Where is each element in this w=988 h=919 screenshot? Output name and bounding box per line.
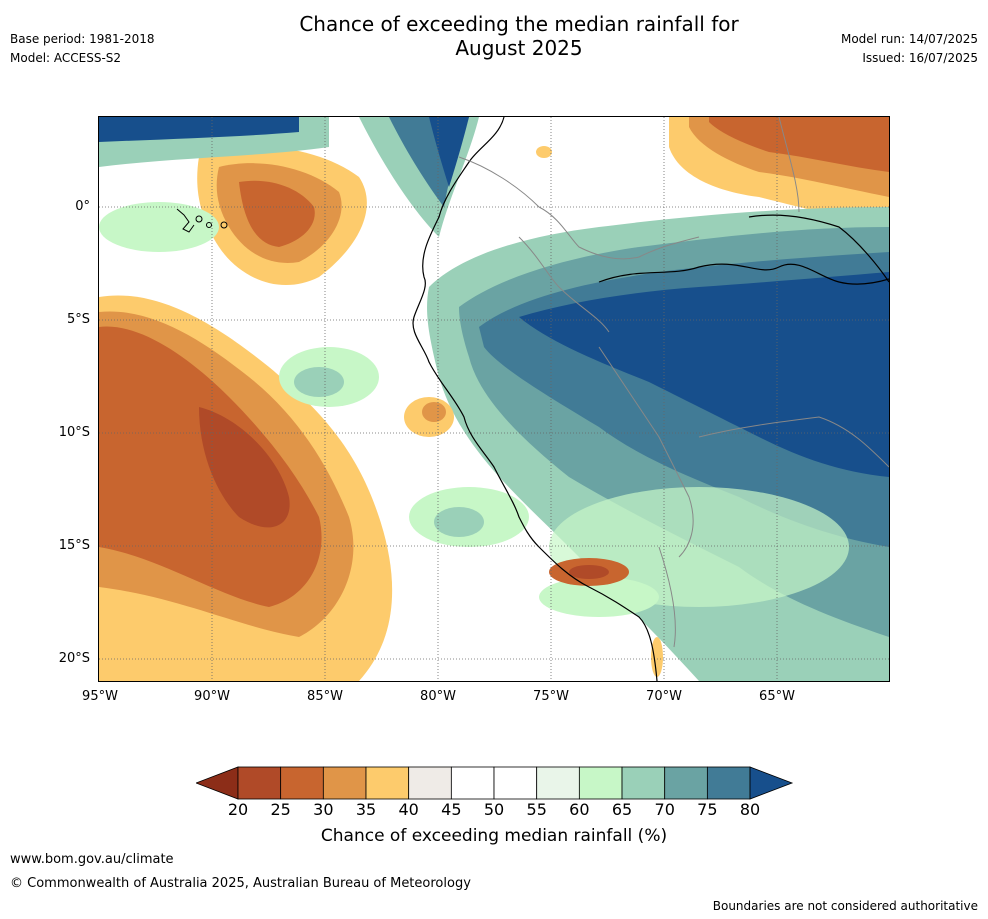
- colorbar-tick-label: 45: [441, 800, 462, 819]
- colorbar-label: Chance of exceeding median rainfall (%): [320, 826, 668, 846]
- colorbar-tick-label: 35: [355, 800, 377, 819]
- meta-right: Model run: 14/07/2025 Issued: 16/07/2025: [841, 30, 978, 68]
- lat-label-0: 0°: [75, 199, 90, 214]
- lon-label-85w: 85°W: [307, 689, 343, 704]
- title-line-1: Chance of exceeding the median rainfall …: [299, 12, 739, 36]
- issued-date: Issued: 16/07/2025: [862, 51, 978, 65]
- title-line-2: August 2025: [455, 36, 583, 60]
- colorbar-tick-label: 20: [227, 800, 249, 819]
- map-title: Chance of exceeding the median rainfall …: [0, 12, 988, 60]
- colorbar-cell: [322, 766, 367, 800]
- galapagos-islands: [176, 208, 228, 233]
- colorbar-cell: [365, 766, 410, 800]
- meta-left: Base period: 1981-2018 Model: ACCESS-S2: [10, 30, 155, 68]
- footer-disclaimer: Boundaries are not considered authoritat…: [712, 899, 978, 913]
- colorbar-tick-label: 50: [483, 800, 505, 819]
- colorbar-tick-label: 70: [654, 800, 675, 819]
- colorbar-extend-high: [749, 766, 794, 800]
- colorbar-tick-label: 30: [313, 800, 334, 819]
- dry-region-north: [197, 146, 367, 286]
- small-dry-patches: [404, 146, 663, 677]
- footer-copyright: © Commonwealth of Australia 2025, Austra…: [10, 876, 471, 891]
- base-period: Base period: 1981-2018: [10, 32, 155, 46]
- dry-region-west: [99, 295, 393, 681]
- colorbar: [196, 766, 794, 800]
- colorbar-cell: [706, 766, 751, 800]
- colorbar-tick-label: 80: [739, 800, 761, 819]
- lon-label-80w: 80°W: [420, 689, 456, 704]
- country-borders: [458, 117, 889, 648]
- model-name: Model: ACCESS-S2: [10, 51, 122, 65]
- map-svg: [99, 117, 889, 681]
- lon-label-70w: 70°W: [646, 689, 682, 704]
- footer-url[interactable]: www.bom.gov.au/climate: [10, 852, 174, 867]
- lat-label-10s: 10°S: [58, 425, 90, 440]
- model-run: Model run: 14/07/2025: [840, 32, 978, 46]
- lon-label-75w: 75°W: [533, 689, 569, 704]
- lon-label-90w: 90°W: [194, 689, 230, 704]
- rainfall-map: [98, 116, 890, 682]
- lat-label-15s: 15°S: [58, 538, 90, 553]
- gridlines: [99, 117, 889, 681]
- lat-label-5s: 5°S: [66, 312, 90, 327]
- colorbar-cell: [621, 766, 666, 800]
- colorbar-cell: [280, 766, 324, 800]
- colorbar-tick-label: 40: [398, 800, 419, 819]
- colorbar-tick-label: 25: [270, 800, 291, 819]
- wet-region-north: [99, 117, 479, 237]
- colorbar-cell: [493, 766, 538, 800]
- coastline: [412, 117, 658, 681]
- colorbar-cell: [536, 766, 580, 800]
- colorbar-cell: [578, 766, 623, 800]
- river-line: [598, 214, 889, 285]
- colorbar-cell: [664, 766, 708, 800]
- colorbar-tick-label: 60: [569, 800, 590, 819]
- lat-label-20s: 20°S: [58, 651, 90, 666]
- colorbar-cell: [408, 766, 452, 800]
- colorbar-extend-low: [196, 766, 239, 800]
- colorbar-cell: [450, 766, 495, 800]
- lon-label-65w: 65°W: [759, 689, 795, 704]
- colorbar-tick-label: 55: [526, 800, 547, 819]
- colorbar-tick-label: 75: [697, 800, 718, 819]
- colorbar-cell: [237, 766, 282, 800]
- lon-label-95w: 95°W: [82, 689, 118, 704]
- colorbar-tick-label: 65: [611, 800, 633, 819]
